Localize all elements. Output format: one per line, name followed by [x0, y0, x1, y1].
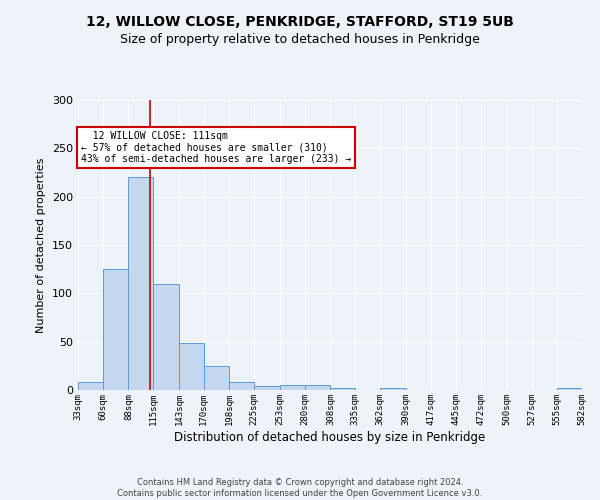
Bar — [254, 386, 280, 390]
Text: 12, WILLOW CLOSE, PENKRIDGE, STAFFORD, ST19 5UB: 12, WILLOW CLOSE, PENKRIDGE, STAFFORD, S… — [86, 15, 514, 29]
Bar — [557, 388, 582, 390]
Bar — [153, 284, 179, 390]
Bar — [179, 342, 204, 390]
Bar — [78, 382, 103, 390]
Bar — [204, 366, 229, 390]
Text: Contains HM Land Registry data © Crown copyright and database right 2024.
Contai: Contains HM Land Registry data © Crown c… — [118, 478, 482, 498]
Text: Size of property relative to detached houses in Penkridge: Size of property relative to detached ho… — [120, 32, 480, 46]
X-axis label: Distribution of detached houses by size in Penkridge: Distribution of detached houses by size … — [175, 430, 485, 444]
Bar — [305, 385, 331, 390]
Bar — [331, 388, 355, 390]
Bar — [380, 388, 406, 390]
Bar — [229, 382, 254, 390]
Bar — [128, 178, 153, 390]
Text: 12 WILLOW CLOSE: 111sqm  
← 57% of detached houses are smaller (310)
43% of semi: 12 WILLOW CLOSE: 111sqm ← 57% of detache… — [81, 131, 351, 164]
Bar — [103, 269, 128, 390]
Bar — [280, 385, 305, 390]
Y-axis label: Number of detached properties: Number of detached properties — [37, 158, 46, 332]
